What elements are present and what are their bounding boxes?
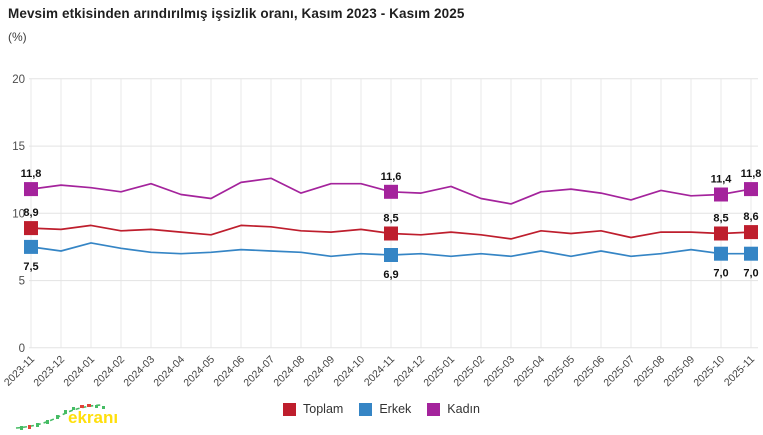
x-tick-label: 2024-12 <box>391 353 427 389</box>
legend-swatch-toplam <box>283 402 297 416</box>
x-tick-label: 2024-03 <box>121 353 157 389</box>
data-marker-erkek <box>714 246 728 261</box>
data-marker-toplam <box>384 226 398 241</box>
value-label: 6,9 <box>383 269 398 281</box>
chart-legend: Toplam Erkek Kadın <box>0 402 763 416</box>
data-marker-erkek <box>384 248 398 262</box>
x-tick-label: 2025-11 <box>722 353 757 388</box>
chart-title: Mevsim etkisinden arındırılmış işsizlik … <box>8 6 465 21</box>
x-tick-label: 2025-04 <box>511 353 547 389</box>
x-tick-label: 2025-05 <box>541 353 577 389</box>
value-label: 11,6 <box>381 171 402 183</box>
value-label: 7,0 <box>743 268 758 280</box>
watermark-text: ekranı <box>68 408 118 427</box>
legend-label: Erkek <box>379 402 412 416</box>
data-marker-erkek <box>24 239 38 254</box>
unit-label: (%) <box>8 30 27 44</box>
legend-swatch-kadin <box>427 402 441 416</box>
x-tick-label: 2025-09 <box>661 353 697 389</box>
legend-label: Toplam <box>303 402 344 416</box>
legend-swatch-erkek <box>359 402 373 416</box>
data-marker-kadin <box>384 184 398 199</box>
y-tick-label: 15 <box>12 141 25 153</box>
x-tick-label: 2024-04 <box>151 353 187 389</box>
x-tick-label: 2025-03 <box>481 353 517 389</box>
legend-label: Kadın <box>447 402 480 416</box>
watermark-candlestick-graphic <box>15 404 105 430</box>
value-label: 8,5 <box>383 213 398 225</box>
data-marker-kadin <box>744 182 758 197</box>
legend-item-kadin: Kadın <box>427 402 480 416</box>
x-tick-label: 2025-10 <box>691 353 727 389</box>
value-label: 7,5 <box>23 261 38 273</box>
x-tick-label: 2023-12 <box>31 353 67 389</box>
y-tick-label: 5 <box>19 276 25 288</box>
x-tick-label: 2024-01 <box>61 353 97 389</box>
data-marker-toplam <box>744 225 758 240</box>
y-tick-label: 10 <box>12 208 25 220</box>
value-label: 8,5 <box>713 213 728 225</box>
x-tick-label: 2025-06 <box>571 353 607 389</box>
data-marker-toplam <box>714 226 728 241</box>
data-marker-erkek <box>744 246 758 261</box>
value-label: 11,8 <box>741 168 762 180</box>
line-chart: 051015202023-112023-122024-012024-022024… <box>2 74 762 389</box>
x-tick-label: 2024-06 <box>211 353 247 389</box>
data-marker-kadin <box>714 187 728 202</box>
x-tick-label: 2024-05 <box>181 353 217 389</box>
y-tick-label: 20 <box>12 74 25 86</box>
x-tick-label: 2025-02 <box>451 353 487 389</box>
y-tick-label: 0 <box>19 343 25 355</box>
legend-item-toplam: Toplam <box>283 402 343 416</box>
x-tick-label: 2024-09 <box>301 353 337 389</box>
x-tick-label: 2025-07 <box>601 353 637 389</box>
value-label: 7,0 <box>713 268 728 280</box>
x-tick-label: 2024-11 <box>362 353 397 388</box>
x-tick-label: 2025-01 <box>421 353 457 389</box>
x-tick-label: 2024-02 <box>91 353 127 389</box>
x-tick-label: 2023-11 <box>2 353 37 388</box>
value-label: 8,6 <box>743 211 758 223</box>
data-marker-toplam <box>24 221 38 236</box>
x-tick-label: 2025-08 <box>631 353 667 389</box>
x-tick-label: 2024-08 <box>271 353 307 389</box>
watermark-logo: ekranı <box>15 404 118 430</box>
data-marker-kadin <box>24 182 38 197</box>
value-label: 11,4 <box>711 174 733 186</box>
x-tick-label: 2024-07 <box>241 353 277 389</box>
x-tick-label: 2024-10 <box>331 353 367 389</box>
value-label: 8,9 <box>23 207 38 219</box>
legend-item-erkek: Erkek <box>359 402 411 416</box>
value-label: 11,8 <box>21 168 42 180</box>
